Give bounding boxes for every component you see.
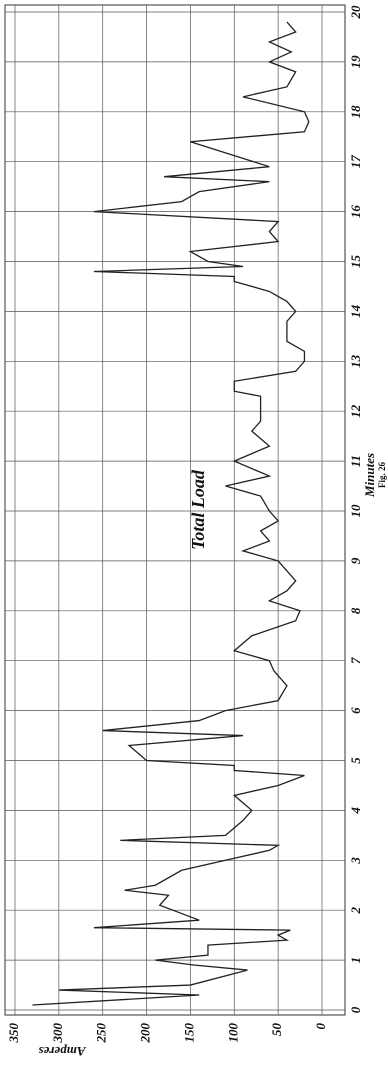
rotated-chart: Total Load Minutes Fig. 26 0123456789101… [5, 5, 387, 1044]
data-line [33, 22, 309, 1005]
x-tick-label: 20 [348, 5, 363, 20]
x-tick-label: 10 [348, 504, 363, 518]
x-tick-label: 7 [348, 657, 363, 664]
y-tick-label: 250 [94, 1023, 109, 1044]
y-tick-label: 50 [269, 1023, 284, 1037]
x-tick-label: 6 [348, 707, 363, 714]
x-tick-label: 9 [348, 557, 363, 564]
x-tick-label: 3 [348, 857, 363, 865]
x-tick-label: 0 [348, 1006, 363, 1013]
x-tick-label: 17 [348, 155, 363, 169]
x-tick-label: 2 [348, 906, 363, 914]
x-tick-label: 4 [348, 807, 363, 815]
y-tick-label: 350 [6, 1023, 21, 1044]
x-tick-label: 14 [348, 304, 363, 318]
y-tick-label: 100 [225, 1023, 240, 1043]
y-tick-label: 300 [50, 1023, 65, 1044]
y-tick-label: 0 [313, 1023, 328, 1030]
x-tick-label: 12 [348, 404, 363, 418]
x-tick-label: 11 [348, 455, 363, 467]
figure-caption: Fig. 26 [377, 462, 387, 488]
x-tick-label: 18 [348, 105, 363, 119]
x-tick-label: 15 [348, 255, 363, 269]
x-tick-label: 16 [348, 205, 363, 219]
annotation: Total Load [188, 469, 208, 550]
x-axis-title: Minutes [362, 453, 377, 498]
x-tick-label: 1 [348, 957, 363, 964]
x-tick-label: 19 [348, 55, 363, 69]
x-tick-label: 5 [348, 757, 363, 764]
y-tick-label: 200 [138, 1023, 153, 1044]
plot-frame [5, 5, 345, 1015]
x-tick-label: 8 [348, 607, 363, 614]
y-tick-label: 150 [181, 1023, 196, 1043]
x-tick-label: 13 [348, 354, 363, 368]
y-axis-title: Amperes [39, 1044, 87, 1059]
